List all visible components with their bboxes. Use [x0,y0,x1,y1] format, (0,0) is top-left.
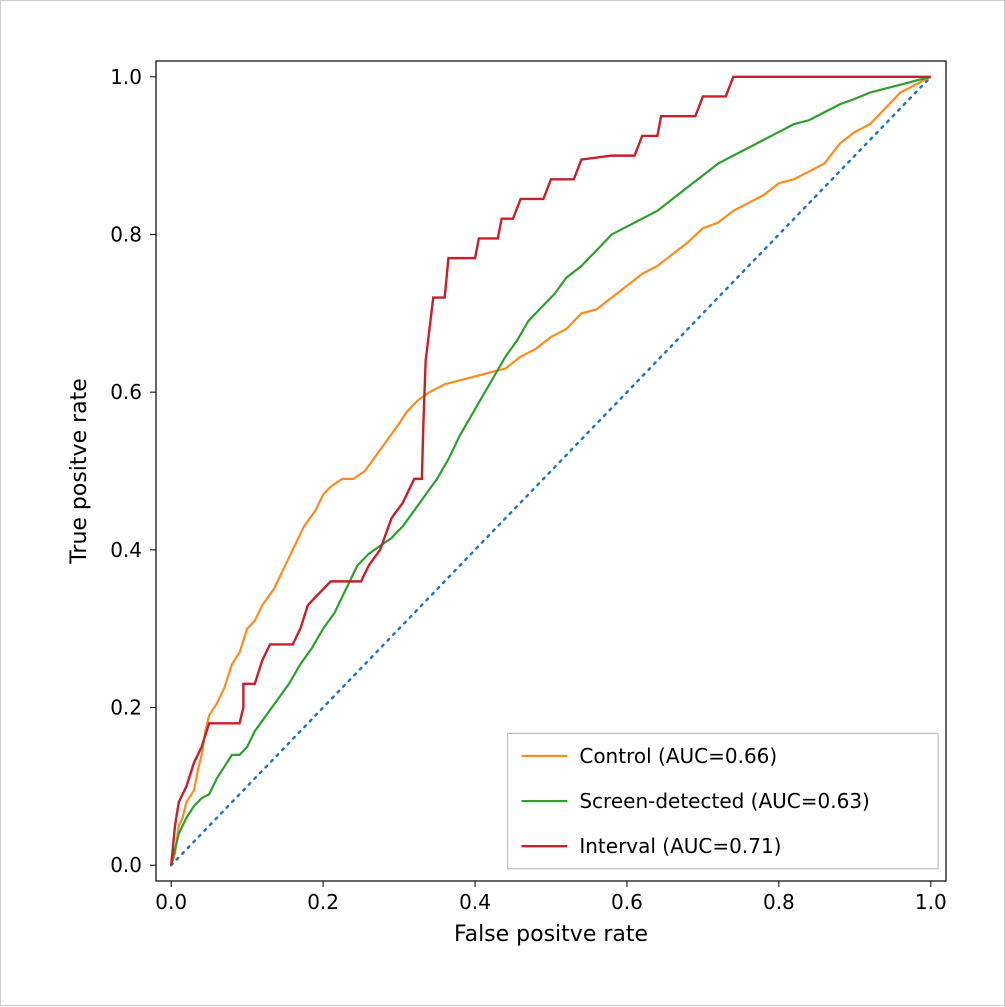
legend-label-1: Screen-detected (AUC=0.63) [579,789,870,813]
y-tick-label: 0.6 [110,380,142,404]
x-tick-label: 0.2 [307,890,339,914]
y-tick-label: 0.4 [110,538,142,562]
x-tick-label: 0.4 [459,890,491,914]
y-axis-label: True positve rate [67,378,92,565]
y-tick-label: 0.8 [110,222,142,246]
legend-label-0: Control (AUC=0.66) [579,744,777,768]
x-tick-label: 0.0 [155,890,187,914]
legend-label-2: Interval (AUC=0.71) [579,834,781,858]
roc-chart: 0.0 0.2 0.4 0.6 0.8 1.0 0.0 0.2 0.4 0.6 0.8 1.0 Fals… [1,1,1005,1007]
y-tick-label: 1.0 [110,65,142,89]
x-axis-label: False positve rate [454,922,648,947]
x-tick-label: 0.6 [611,890,643,914]
y-tick-label: 0.2 [110,696,142,720]
x-tick-label: 1.0 [915,890,947,914]
x-tick-label: 0.8 [763,890,795,914]
chart-frame: 0.0 0.2 0.4 0.6 0.8 1.0 0.0 0.2 0.4 0.6 0.8 1.0 Fals… [0,0,1005,1006]
y-tick-label: 0.0 [110,853,142,877]
